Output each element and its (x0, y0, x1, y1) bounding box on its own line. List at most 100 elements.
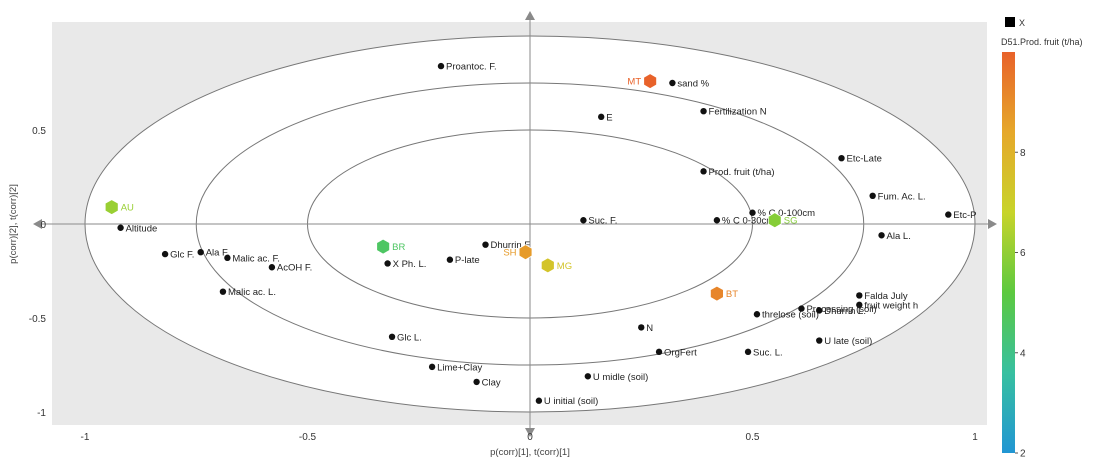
loading-label: threlose (soil) (762, 310, 819, 321)
colorbar-tick-label: 6 (1020, 248, 1026, 259)
score-marker (104, 199, 119, 216)
loading-label: U midle (soil) (593, 372, 648, 383)
x-tick-label: -0.5 (299, 432, 317, 443)
loading-marker (535, 397, 543, 404)
loading-label: Suc. L. (753, 347, 783, 358)
loading-marker (798, 305, 805, 312)
loading-label: Etc-P (953, 210, 976, 221)
colorbar: 2 4 6 8 (1002, 52, 1026, 459)
y-tick-label: 0 (40, 220, 46, 231)
score-point: SH (503, 244, 533, 261)
loading-label: Fum. Ac. L. (878, 191, 926, 202)
loading-label: sand % (677, 79, 709, 90)
loading-marker (268, 264, 276, 271)
y-axis-label: p(corr)[2], t(corr)[2] (8, 184, 19, 264)
loading-marker (428, 363, 436, 371)
loading-marker (437, 62, 445, 70)
y-tick-label: -0.5 (29, 314, 47, 325)
loading-marker (224, 254, 231, 262)
score-label: BT (726, 289, 738, 300)
colorbar-tick-label: 2 (1020, 449, 1026, 459)
loading-label: Dhurrin F. (491, 240, 532, 251)
loading-marker (713, 217, 721, 224)
loading-label: X Ph. L. (393, 259, 427, 270)
loading-marker (945, 211, 952, 218)
loading-marker (816, 337, 823, 344)
score-point: SG (767, 212, 797, 229)
colorbar-title: D51.Prod. fruit (t/ha) (1001, 37, 1083, 47)
y-tick-label: 0.5 (32, 126, 46, 137)
x-tick-label: -1 (81, 432, 90, 443)
loading-marker (838, 155, 845, 162)
loading-point: threlose (soil) (753, 310, 819, 321)
loading-label: % C 0-100cm (758, 208, 816, 219)
loading-marker (473, 378, 480, 386)
score-label: AU (121, 203, 134, 214)
score-marker (710, 285, 724, 302)
loading-marker (749, 209, 756, 216)
loading-point: Dhurrin F. (482, 240, 532, 251)
loading-point: U initial (soil) (535, 396, 598, 407)
score-points: MT AU SG BR SH MG BT (104, 73, 797, 302)
loading-marker (856, 292, 863, 299)
loading-label: U late (soil) (824, 336, 872, 347)
y-axis-arrow (525, 11, 535, 20)
loading-label: Ala F. (206, 248, 230, 259)
y-tick-label: -1 (37, 408, 46, 419)
x-axis-arrow-left (33, 219, 42, 229)
loading-marker (384, 260, 391, 267)
x-axis-label: p(corr)[1], t(corr)[1] (490, 447, 570, 458)
score-label: BR (392, 242, 405, 253)
loading-point: Ala L. (878, 231, 911, 242)
loading-point: Altitude (117, 223, 157, 234)
loading-marker (655, 348, 663, 356)
loading-marker (584, 373, 592, 380)
score-label: SH (503, 248, 516, 259)
loading-point: Prod. fruit (t/ha) (700, 167, 775, 178)
loading-point: E (598, 112, 613, 123)
loading-label: Glc F. (170, 250, 194, 261)
loading-marker (638, 324, 645, 331)
loading-marker (700, 108, 707, 115)
loading-marker (753, 311, 761, 318)
colorbar-gradient (1002, 52, 1015, 453)
loading-marker (744, 348, 752, 356)
loading-label: Ala L. (887, 231, 911, 242)
loading-point: Fum. Ac. L. (869, 191, 926, 202)
loading-label: Lime+Clay (437, 362, 482, 373)
loading-point: U midle (soil) (584, 372, 648, 383)
loading-label: Falda July (864, 291, 908, 302)
loading-point: Fertilization N (700, 107, 767, 118)
loading-point: X Ph. L. (384, 259, 426, 270)
loading-points: Proantoc. F. sand % Fertilization N E Etc-La… (117, 62, 977, 407)
loading-marker (816, 307, 823, 314)
loading-label: Malic ac. L. (228, 287, 276, 298)
loading-label: Altitude (126, 223, 158, 234)
colorbar-tick-label: 8 (1020, 148, 1026, 159)
loading-marker (878, 232, 885, 239)
loading-marker (669, 79, 676, 87)
axes (33, 11, 997, 437)
loading-marker (700, 168, 707, 175)
score-marker (376, 238, 391, 255)
score-point: BT (710, 285, 738, 302)
loading-label: Malic ac. F. (232, 253, 280, 264)
loading-point: sand % (669, 79, 710, 90)
loading-point: OrgFert (655, 347, 697, 358)
loading-marker (388, 333, 396, 340)
score-marker (518, 244, 533, 261)
loading-marker (482, 241, 489, 248)
score-marker (767, 212, 782, 229)
score-point: MT (627, 73, 657, 90)
loading-label: fruit weight h (864, 300, 918, 311)
score-marker (643, 73, 657, 90)
loading-marker (580, 217, 587, 224)
loading-point: Dhurrin L. (816, 306, 866, 317)
loading-marker (856, 301, 863, 309)
x-tick-label: 1 (972, 432, 978, 443)
score-point: AU (104, 199, 134, 216)
colorbar-tick-label: 4 (1020, 348, 1026, 359)
loading-label: Suc. F. (588, 216, 617, 227)
loading-label: Clay (482, 377, 501, 388)
